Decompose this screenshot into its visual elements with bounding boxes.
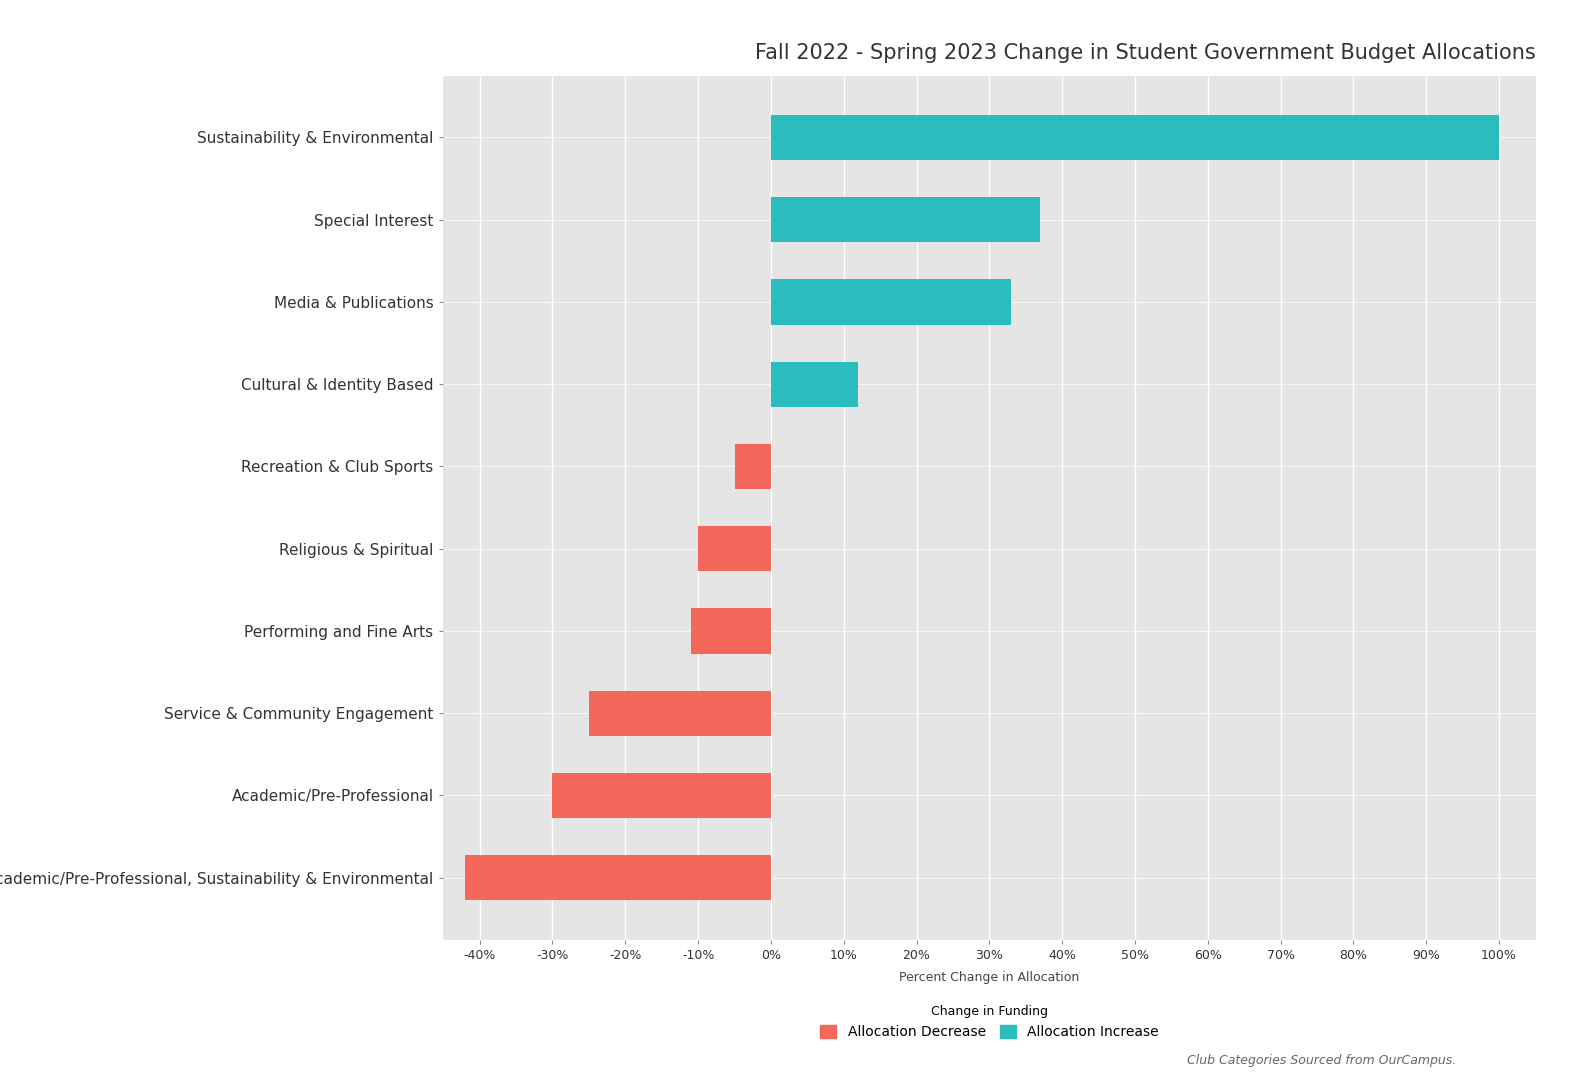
Bar — [771, 114, 1499, 160]
Bar — [690, 608, 771, 653]
Bar — [589, 690, 771, 735]
X-axis label: Percent Change in Allocation: Percent Change in Allocation — [899, 971, 1080, 984]
Bar — [771, 362, 858, 407]
Text: Fall 2022 - Spring 2023 Change in Student Government Budget Allocations: Fall 2022 - Spring 2023 Change in Studen… — [755, 43, 1536, 63]
Bar — [735, 444, 771, 489]
Bar — [552, 773, 771, 818]
Bar — [771, 198, 1040, 242]
Bar — [771, 280, 1012, 325]
Bar — [698, 526, 771, 571]
Legend: Allocation Decrease, Allocation Increase: Allocation Decrease, Allocation Increase — [814, 1000, 1165, 1045]
Bar — [465, 855, 771, 901]
Text: Club Categories Sourced from OurCampus.: Club Categories Sourced from OurCampus. — [1187, 1054, 1456, 1067]
